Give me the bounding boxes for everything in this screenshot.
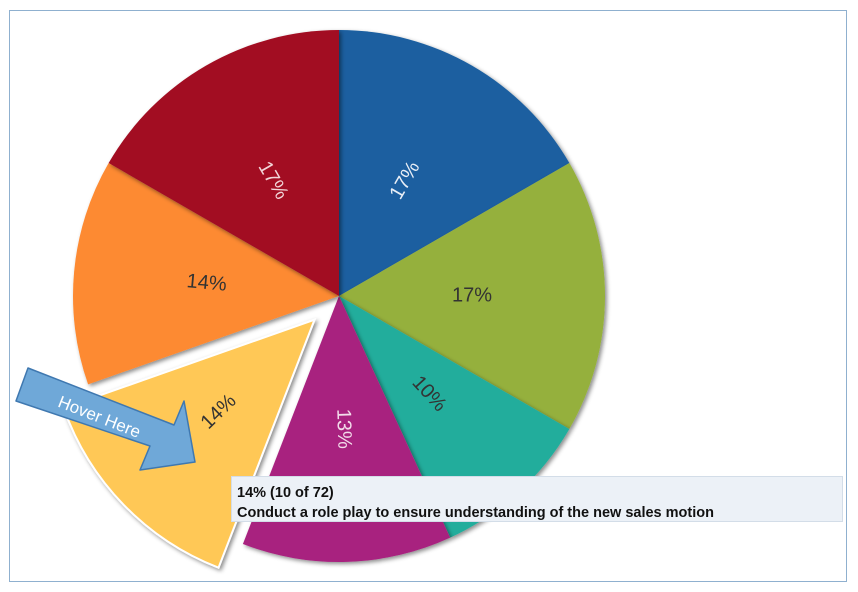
slice-label-3: 13% — [332, 409, 355, 450]
tooltip-description: Conduct a role play to ensure understand… — [237, 505, 714, 521]
pie-slice-5[interactable] — [73, 163, 339, 385]
callout-arrow-icon — [15, 367, 196, 471]
slice-tooltip: 14% (10 of 72) Conduct a role play to en… — [231, 476, 843, 522]
tooltip-value: 14% (10 of 72) — [237, 485, 334, 501]
pie-slice-6[interactable] — [108, 30, 340, 296]
pie-slice-1[interactable] — [339, 163, 605, 429]
pie-slice-0[interactable] — [339, 30, 570, 296]
slice-label-1: 17% — [452, 284, 492, 306]
slice-label-5: 14% — [186, 270, 228, 296]
